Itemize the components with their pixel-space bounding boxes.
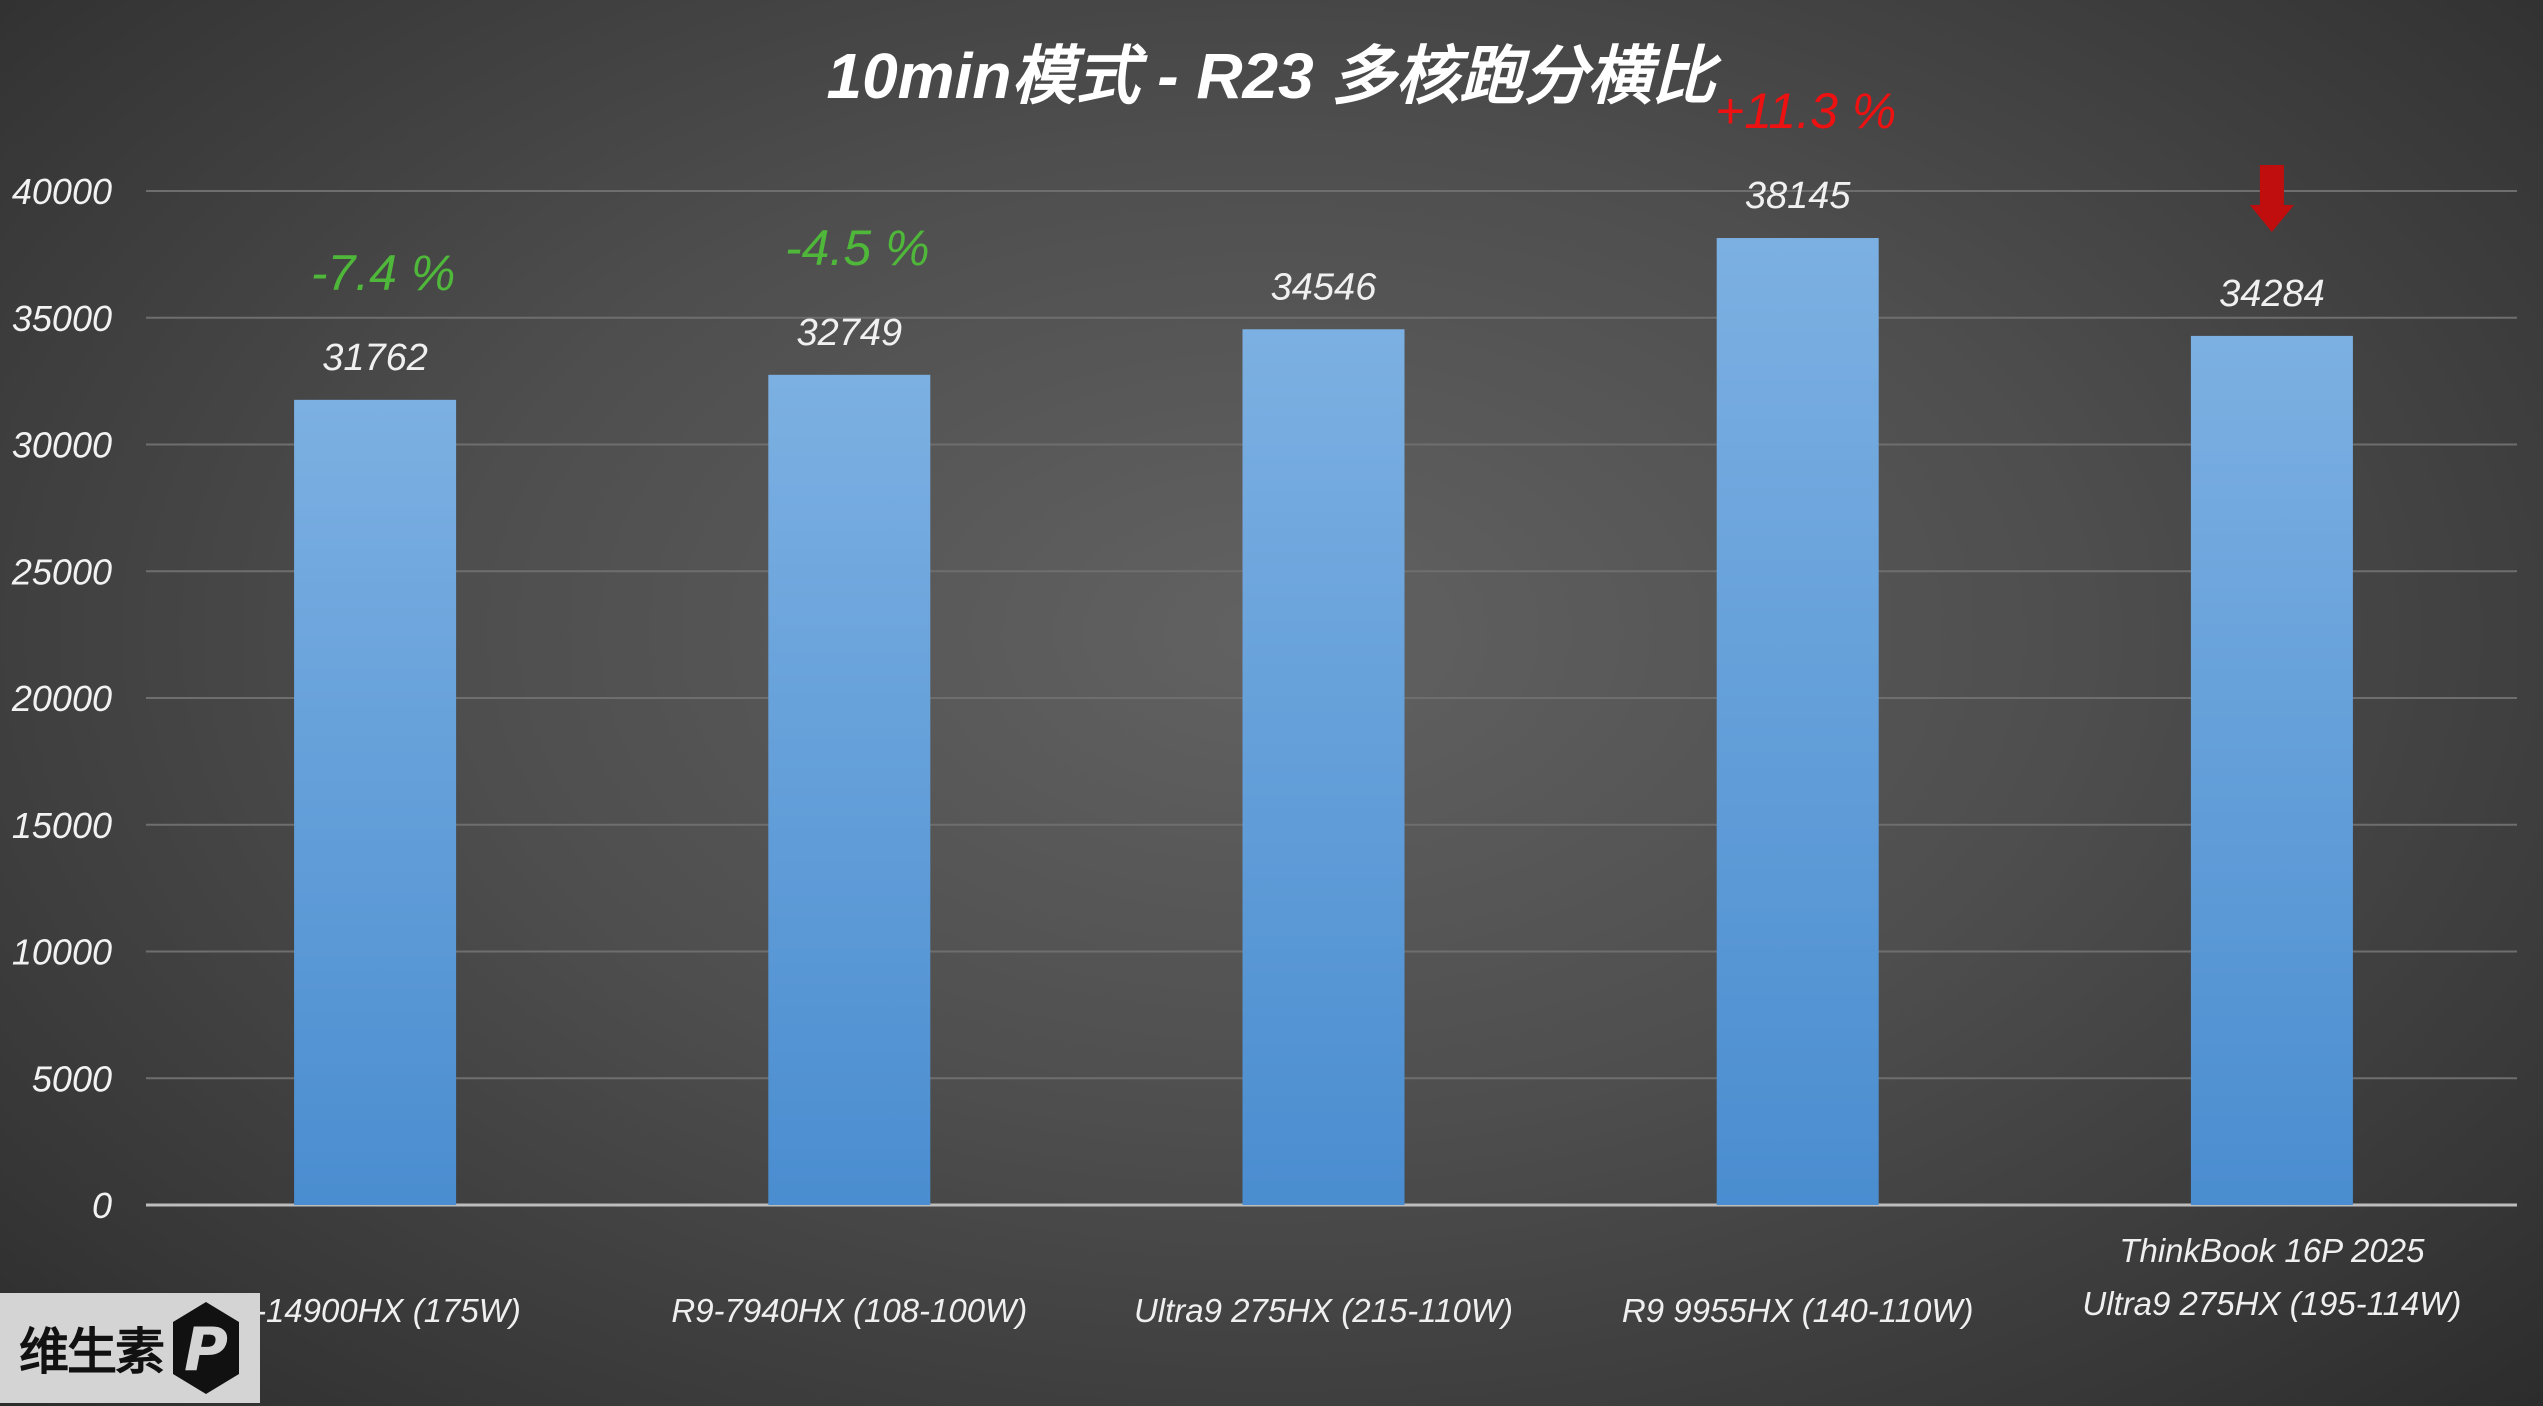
svg-text:P: P <box>184 1315 228 1385</box>
bar <box>1242 329 1405 1205</box>
y-tick-label: 5000 <box>32 1058 112 1099</box>
data-label: 34284 <box>2219 273 2325 315</box>
x-tick-label: i9-14900HX (175W) <box>229 1292 521 1329</box>
bar <box>768 374 931 1205</box>
logo-mark-icon: P <box>173 1302 239 1394</box>
y-tick-label: 25000 <box>11 551 112 592</box>
down-arrow-icon <box>2249 165 2294 232</box>
y-tick-label: 30000 <box>12 425 112 466</box>
y-tick-label: 15000 <box>12 805 112 846</box>
y-tick-label: 0 <box>92 1185 112 1226</box>
data-label: 31762 <box>322 337 428 379</box>
x-tick-label: R9 9955HX (140-110W) <box>1622 1292 1974 1329</box>
data-label: 38145 <box>1745 175 1852 217</box>
chart-title: 10min模式 - R23 多核跑分横比 <box>826 40 1722 112</box>
change-annotation: -7.4 % <box>311 245 456 301</box>
y-tick-label: 10000 <box>12 932 112 973</box>
y-tick-label: 40000 <box>12 171 112 212</box>
change-annotation: -4.5 % <box>785 220 930 276</box>
x-tick-label: Ultra9 275HX (215-110W) <box>1134 1292 1513 1329</box>
y-tick-label: 35000 <box>12 298 112 339</box>
y-tick-label: 20000 <box>11 678 112 719</box>
data-label: 32749 <box>796 312 902 354</box>
bar <box>294 399 457 1205</box>
bar <box>1716 238 1879 1206</box>
data-label: 34546 <box>1271 266 1378 308</box>
brand-logo: 维生素 P <box>0 1293 260 1403</box>
logo-text: 维生素 <box>19 1323 165 1381</box>
x-tick-label: Ultra9 275HX (195-114W) <box>2082 1285 2461 1322</box>
x-tick-label: ThinkBook 16P 2025 <box>2119 1232 2425 1269</box>
change-annotation: +11.3 % <box>1715 83 1896 139</box>
bar <box>2190 335 2353 1205</box>
x-tick-label: R9-7940HX (108-100W) <box>671 1292 1027 1329</box>
